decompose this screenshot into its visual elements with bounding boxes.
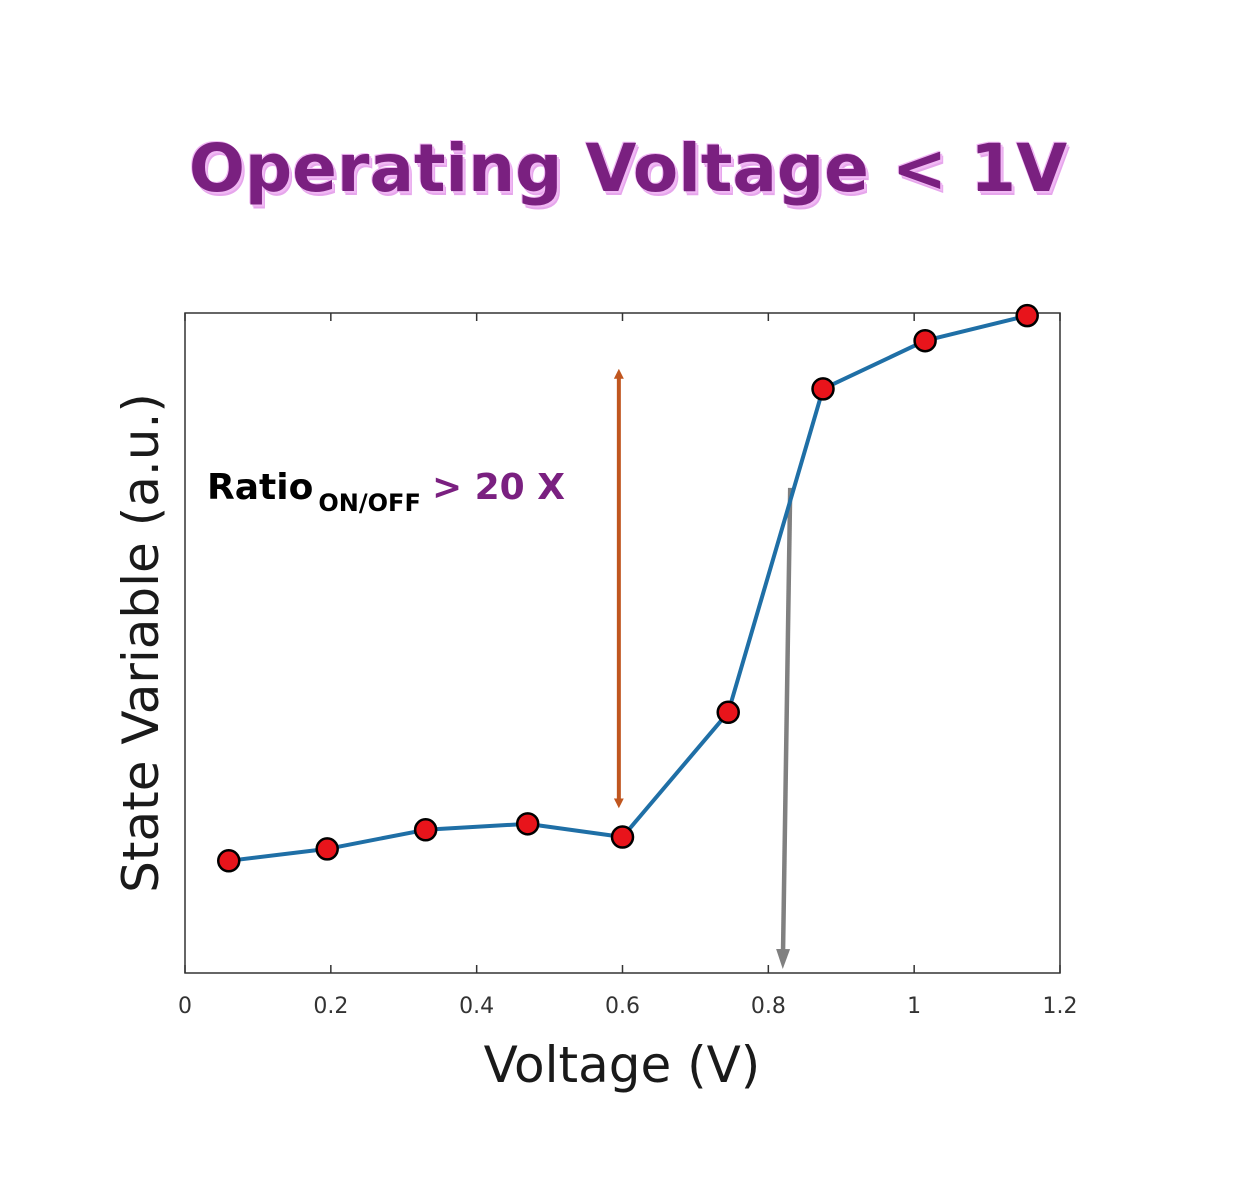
x-tick-label: 0.8: [751, 994, 786, 1019]
x-tick-label: 0.4: [459, 994, 494, 1019]
x-tick-label: 0: [178, 994, 192, 1019]
ratio-subscript: ON/OFF: [318, 489, 420, 517]
x-tick-label: 0.2: [313, 994, 348, 1019]
ratio-annotation: Ratio ON/OFF > 20 X: [207, 467, 565, 517]
data-point: [610, 825, 635, 849]
data-point: [413, 818, 438, 842]
x-tick-label: 1.2: [1043, 994, 1078, 1019]
ratio-value: > 20 X: [432, 467, 565, 508]
data-point: [315, 837, 339, 861]
series-markers: [217, 303, 1039, 873]
data-point: [1015, 303, 1039, 328]
x-tick-label: 1: [907, 994, 921, 1019]
chart-title: Operating Voltage < 1V: [188, 130, 1068, 207]
x-tick-label: 0.6: [605, 994, 640, 1019]
series-line: [228, 313, 1028, 863]
data-point: [811, 377, 835, 401]
data-point: [217, 849, 241, 873]
threshold-voltage-arrow: [776, 487, 793, 969]
ratio-label: Ratio: [207, 467, 313, 508]
data-point: [515, 812, 540, 836]
data-point: [913, 328, 937, 353]
y-axis-title: State Variable (a.u.): [112, 393, 170, 893]
plot-frame: [184, 312, 1061, 974]
data-point: [716, 700, 740, 725]
x-axis-tick-labels: 0 0.2 0.4 0.6 0.8 1 1.2: [178, 994, 1078, 1019]
x-axis-title: Voltage (V): [484, 1036, 761, 1094]
x-axis-ticks: [184, 313, 1061, 973]
